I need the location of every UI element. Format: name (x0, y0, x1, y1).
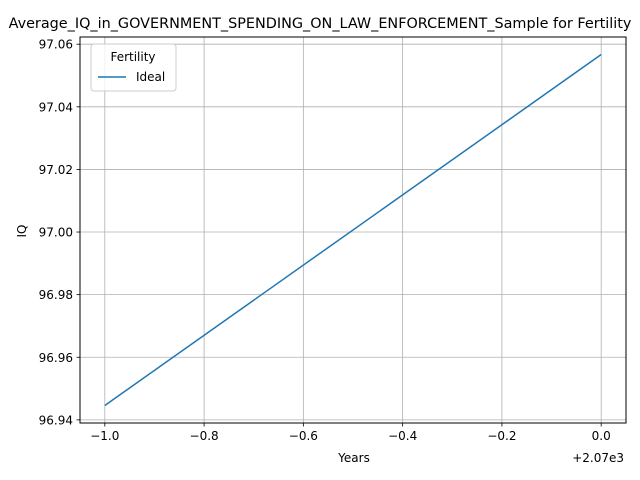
y-tick-label: 97.04 (39, 100, 73, 114)
x-axis-label: Years (337, 451, 370, 465)
series-layer (104, 53, 602, 407)
x-axis: −1.0 −0.8 −0.6 −0.4 −0.2 0.0 (90, 423, 611, 443)
x-tick-label: −0.8 (190, 429, 219, 443)
legend-title: Fertility (110, 50, 155, 64)
series-line-ideal (104, 53, 602, 407)
y-tick-label: 97.02 (39, 163, 73, 177)
y-axis: 96.94 96.96 96.98 97.00 97.02 97.04 97.06 (39, 38, 80, 427)
y-tick-label: 97.06 (39, 38, 73, 52)
chart-title: Average_IQ_in_GOVERNMENT_SPENDING_ON_LAW… (9, 16, 632, 32)
x-tick-label: −1.0 (90, 429, 119, 443)
legend: Fertility Ideal (90, 43, 177, 92)
legend-label-ideal: Ideal (136, 70, 165, 84)
x-tick-label: −0.6 (289, 429, 318, 443)
y-axis-label: IQ (15, 225, 29, 238)
y-tick-label: 96.98 (39, 288, 73, 302)
x-tick-label: −0.2 (487, 429, 516, 443)
x-tick-label: −0.4 (388, 429, 417, 443)
x-tick-label: 0.0 (592, 429, 611, 443)
legend-box (90, 43, 177, 92)
x-axis-offset-label: +2.07e3 (572, 451, 624, 465)
y-tick-label: 96.94 (39, 413, 73, 427)
y-tick-label: 97.00 (39, 226, 73, 240)
grid (80, 37, 626, 423)
y-tick-label: 96.96 (39, 351, 73, 365)
plot-frame (79, 36, 627, 424)
